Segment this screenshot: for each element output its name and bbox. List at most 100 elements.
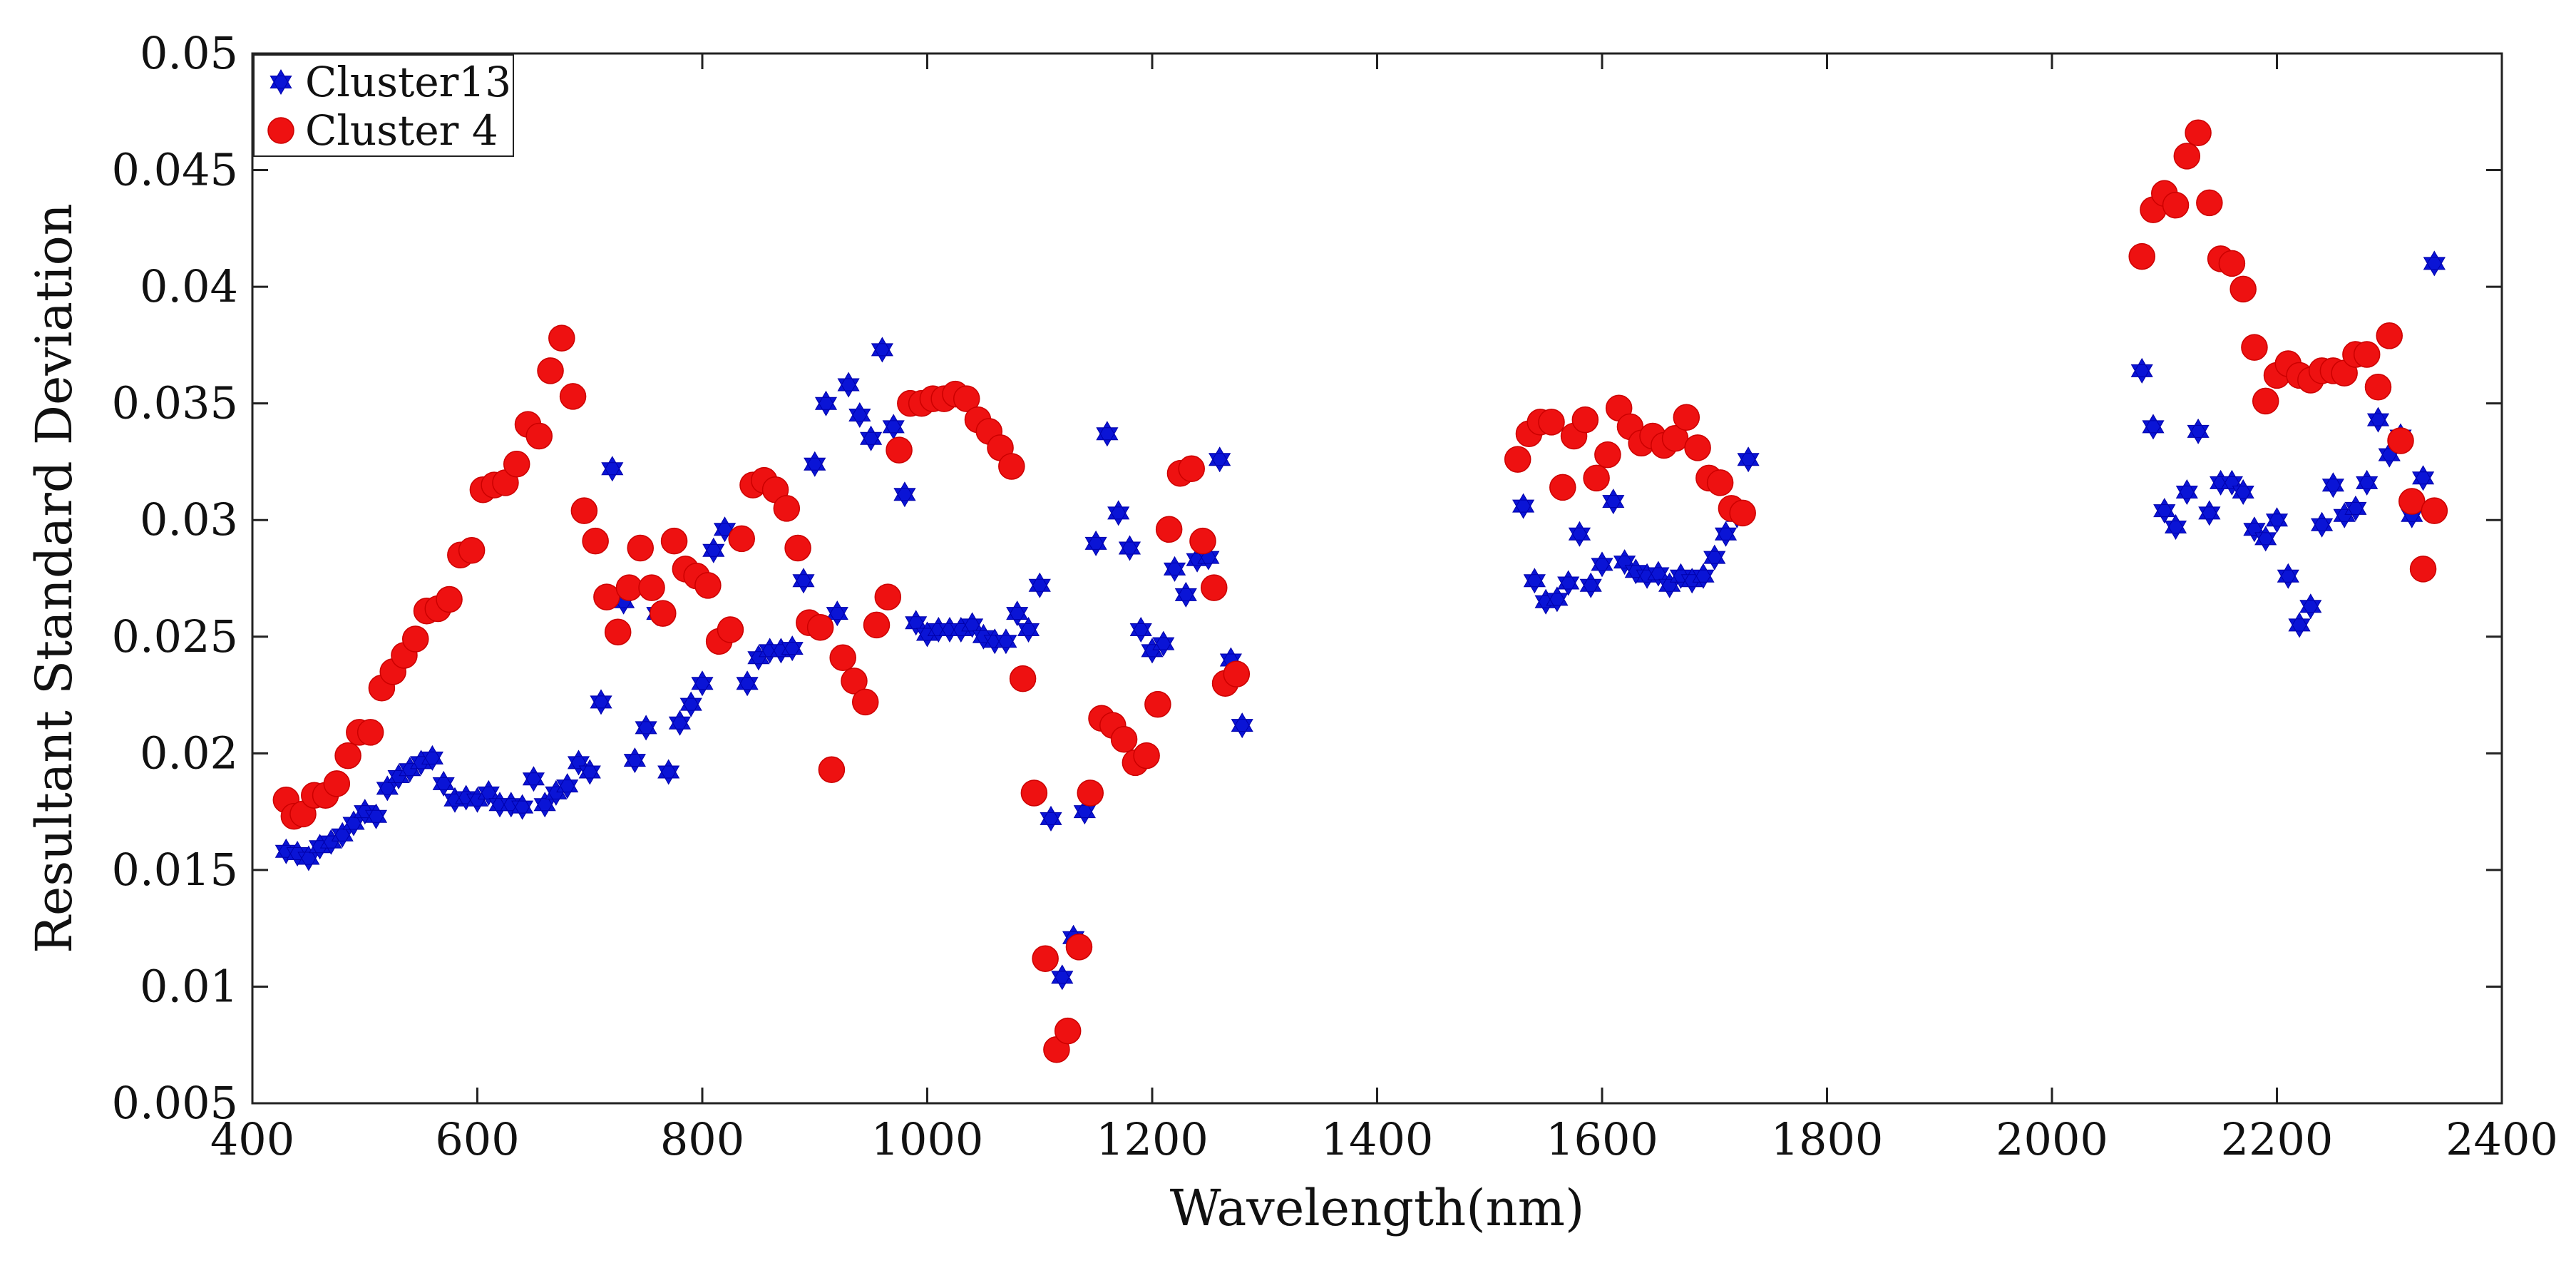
data-point: [851, 688, 879, 716]
data-point: [522, 766, 545, 792]
data-point: [578, 759, 601, 785]
data-point: [2364, 374, 2392, 401]
data-point: [2288, 612, 2311, 638]
data-point: [1591, 551, 1613, 578]
data-point: [2173, 143, 2201, 170]
data-point: [364, 803, 388, 829]
data-point: [2130, 357, 2153, 384]
data-point: [995, 628, 1017, 655]
x-axis: 400 600 800 1000 1200 1400 1600 1800 2000 2200 240…: [210, 53, 2558, 1165]
data-point: [2412, 465, 2435, 491]
legend-label: Cluster 4: [305, 106, 498, 155]
data-point: [2128, 242, 2155, 270]
data-point: [2153, 498, 2176, 524]
data-point: [826, 600, 848, 627]
data-point: [2254, 526, 2277, 552]
data-point: [660, 527, 688, 555]
data-point: [728, 525, 755, 553]
data-point: [615, 574, 643, 601]
data-point: [804, 451, 826, 477]
data-point: [893, 481, 916, 508]
data-point: [860, 425, 883, 451]
data-point: [421, 745, 443, 771]
data-point: [871, 337, 893, 363]
data-point: [863, 611, 891, 639]
data-point: [1706, 469, 1734, 496]
data-point: [837, 372, 860, 398]
data-point: [458, 536, 486, 564]
legend-label: Cluster13: [305, 58, 511, 106]
data-point: [1020, 779, 1048, 807]
y-tick-label: 0.02: [140, 727, 238, 779]
data-point: [1144, 690, 1171, 718]
y-tick-label: 0.025: [112, 610, 239, 663]
x-tick-label: 1800: [1771, 1113, 1884, 1165]
data-point: [1163, 556, 1186, 582]
data-point: [1118, 535, 1141, 561]
y-tick-label: 0.04: [140, 260, 238, 312]
data-point: [679, 691, 702, 717]
data-point: [1602, 489, 1625, 515]
data-point: [503, 450, 530, 478]
data-point: [702, 537, 725, 563]
data-point: [1152, 630, 1175, 657]
x-axis-title: Wavelength(nm): [1170, 1179, 1585, 1237]
data-point: [1231, 712, 1253, 739]
series-2: [272, 119, 2448, 1063]
data-point: [1133, 742, 1160, 769]
data-point: [2421, 497, 2448, 524]
data-point: [1579, 572, 1602, 598]
data-point: [1178, 455, 1205, 483]
y-axis: 0.005 0.01 0.015 0.02 0.025 0.03 0.035 0.04 0.04…: [112, 27, 2502, 1129]
data-point: [1174, 581, 1197, 608]
data-series: [272, 119, 2448, 1063]
data-point: [717, 616, 744, 643]
data-point: [2387, 427, 2414, 454]
data-point: [1729, 499, 1756, 527]
legend-marker: [270, 68, 292, 96]
data-point: [657, 759, 680, 785]
data-point: [590, 689, 612, 715]
y-tick-label: 0.01: [140, 960, 238, 1012]
data-point: [401, 625, 429, 653]
data-point: [953, 385, 980, 412]
data-point: [848, 402, 871, 428]
data-point: [1107, 500, 1130, 526]
data-point: [1737, 446, 1760, 473]
y-tick-label: 0.05: [140, 27, 238, 79]
data-point: [638, 574, 665, 601]
data-point: [818, 756, 846, 783]
data-point: [1583, 464, 1610, 492]
legend-marker: [267, 117, 294, 144]
data-point: [1546, 586, 1569, 613]
data-point: [1040, 805, 1062, 832]
data-point: [736, 670, 759, 697]
data-point: [2252, 387, 2279, 415]
data-point: [1017, 616, 1040, 643]
data-point: [1129, 616, 1152, 643]
data-point: [548, 324, 575, 352]
data-point: [2409, 556, 2437, 583]
data-point: [556, 773, 579, 799]
data-point: [1523, 568, 1546, 594]
data-point: [2311, 511, 2334, 538]
data-point: [2299, 593, 2322, 620]
series-1: [274, 250, 2446, 991]
legend-box: [253, 54, 514, 157]
data-point: [323, 770, 351, 797]
data-point: [570, 497, 598, 524]
data-point: [814, 390, 838, 416]
x-tick-label: 800: [660, 1113, 744, 1165]
data-point: [1054, 1017, 1082, 1045]
data-point: [2366, 406, 2390, 433]
data-point: [1512, 493, 1535, 519]
data-point: [1549, 474, 1576, 501]
data-point: [2241, 334, 2268, 361]
data-point: [1504, 446, 1531, 473]
data-point: [1084, 530, 1107, 556]
data-point: [668, 710, 692, 736]
data-point: [886, 436, 913, 464]
y-tick-label: 0.03: [140, 494, 238, 546]
data-point: [773, 495, 801, 522]
data-point: [650, 600, 677, 627]
